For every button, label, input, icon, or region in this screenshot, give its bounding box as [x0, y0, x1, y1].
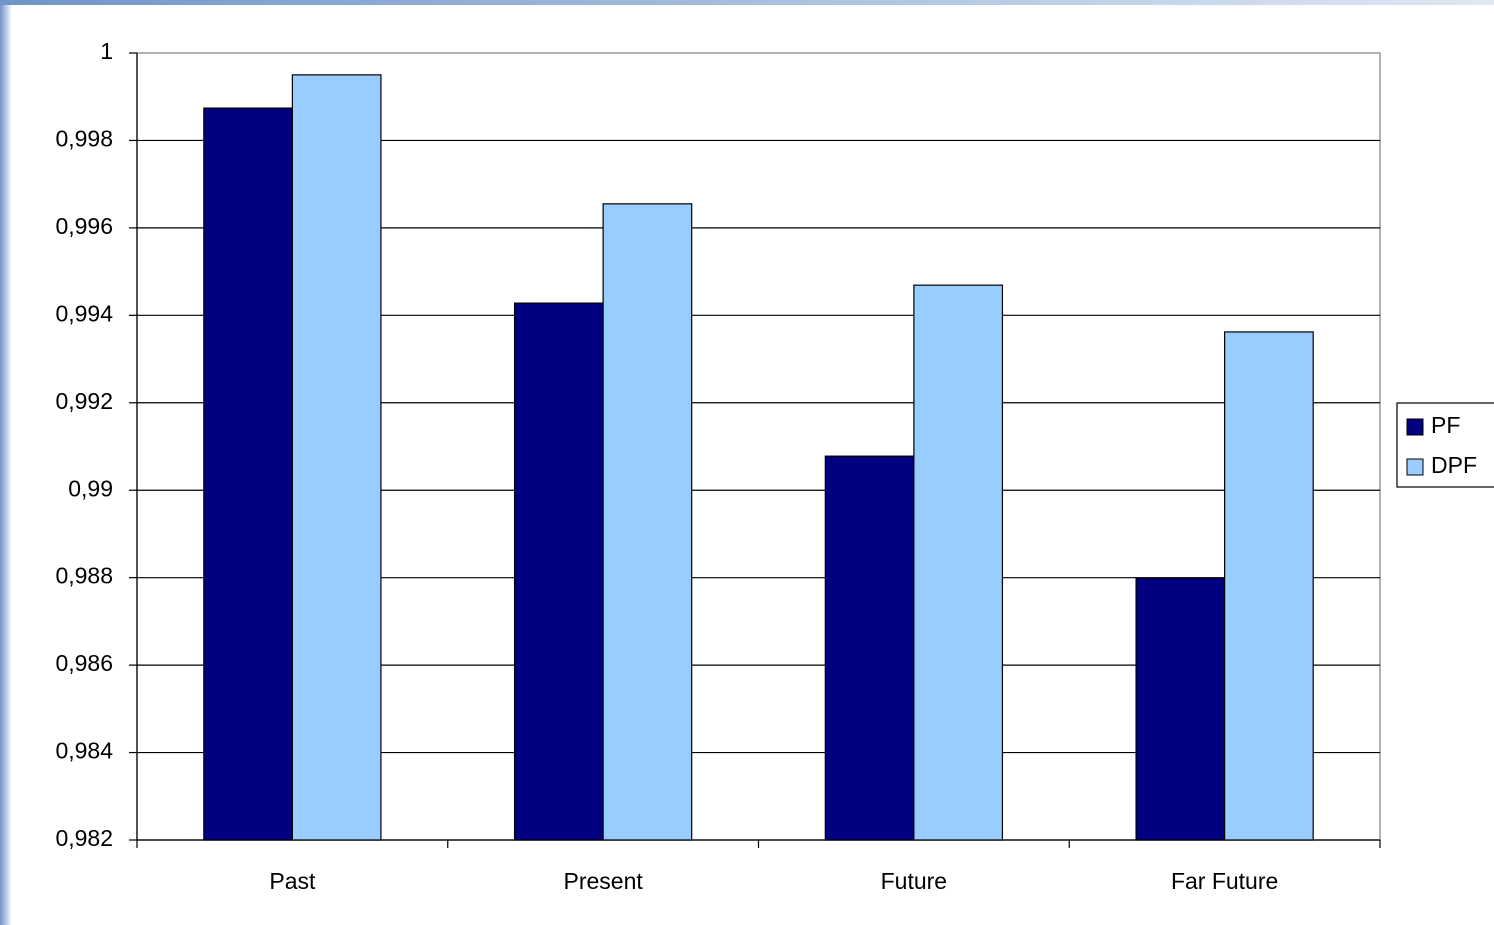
bar — [824, 455, 915, 841]
legend-swatch — [1406, 458, 1424, 476]
bar — [291, 74, 382, 841]
legend-label: DPF — [1431, 452, 1477, 478]
y-tick-label: 0,988 — [55, 563, 113, 589]
y-tick-label: 0,998 — [55, 126, 113, 152]
bar — [913, 284, 1004, 841]
edge-decoration — [0, 0, 1494, 5]
y-tick-label: 0,99 — [68, 475, 113, 501]
y-tick-label: 0,984 — [55, 738, 113, 764]
x-tick-label: Past — [269, 868, 316, 894]
bar — [203, 107, 293, 841]
x-tick-label: Present — [563, 868, 643, 894]
legend-label: PF — [1431, 412, 1460, 438]
legend-swatch — [1406, 418, 1424, 436]
x-tick-label: Far Future — [1171, 868, 1278, 894]
y-tick-label: 1 — [100, 38, 113, 64]
bar — [1224, 331, 1314, 841]
y-tick-label: 0,994 — [55, 300, 113, 326]
y-tick-label: 0,992 — [55, 388, 113, 414]
x-tick-label: Future — [881, 868, 947, 894]
bar — [602, 203, 693, 841]
bar — [513, 302, 604, 841]
y-tick-label: 0,996 — [55, 213, 113, 239]
bar — [1135, 577, 1226, 841]
y-tick-label: 0,982 — [55, 825, 113, 851]
y-tick-label: 0,986 — [55, 650, 113, 676]
edge-decoration — [0, 0, 12, 925]
